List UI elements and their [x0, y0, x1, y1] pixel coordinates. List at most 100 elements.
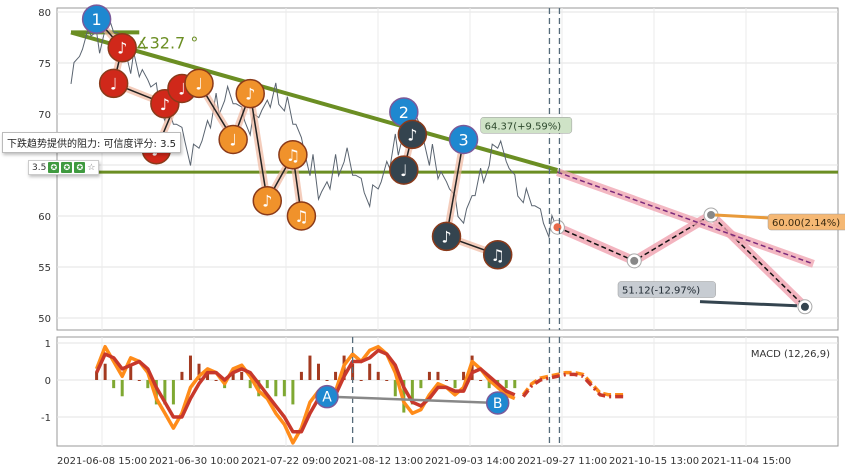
rating-half-star-icon: ☆ — [87, 162, 96, 173]
forecast-lower-label: 51.12(-12.97%) — [617, 281, 716, 298]
macd-histogram-bar — [240, 371, 244, 380]
angle-label: ∡32.7 ° — [135, 33, 198, 52]
forecast-lower-label-text: 51.12(-12.97%) — [622, 286, 700, 297]
wave-note-badge: ♫ — [286, 201, 317, 231]
macd-tick-label: 1 — [45, 339, 51, 350]
x-tick-label: 2021-11-04 15:00 — [701, 456, 791, 467]
macd-histogram-bar — [137, 380, 141, 381]
macd-histogram-bar — [265, 380, 269, 389]
macd-marker-circle — [485, 391, 510, 415]
forecast-point — [707, 210, 716, 219]
macd-tick-label: 0 — [45, 376, 51, 387]
wave-note-badge: ♫ — [278, 140, 308, 170]
wave-number-badge: 1 — [81, 4, 112, 34]
wave-note-badge: ♪ — [107, 32, 137, 63]
middle-label-pointer — [714, 213, 771, 220]
wave-badge-circle — [235, 78, 265, 109]
forecast-middle-label-text: 60.00(2.14%) — [772, 218, 840, 229]
wave-note-badge: ♫ — [482, 240, 513, 270]
macd-histogram-bar — [513, 380, 517, 389]
wave-badge-label: ♩ — [178, 80, 186, 99]
macd-histogram-bar — [316, 363, 320, 380]
wave-note-badge: ♪ — [397, 119, 428, 150]
forecast-point — [553, 223, 562, 232]
wave-note-badge: ♪ — [252, 185, 283, 216]
wave-badge-circle — [431, 221, 462, 252]
forecast-path — [557, 214, 806, 308]
macd-histogram-bar — [248, 380, 252, 389]
macd-histogram-bar — [419, 380, 423, 389]
macd-histogram-bar — [325, 380, 329, 381]
forecast-point — [800, 302, 809, 311]
wave-badge-circle — [278, 140, 308, 170]
macd-histogram-bar — [376, 371, 380, 380]
macd-histogram-bar — [171, 380, 175, 405]
wave-badge-label: ♪ — [407, 125, 417, 144]
macd-histogram-bar — [146, 380, 150, 389]
wave-badge-label: ♫ — [491, 246, 505, 265]
wave-badge-circle — [107, 32, 137, 63]
x-tick-label: 2021-09-27 11:00 — [517, 456, 607, 467]
rating-star-icon: ✪ — [74, 162, 86, 173]
macd-histogram-bar — [445, 380, 448, 381]
forecast-middle-label: 60.00(2.14%) — [767, 213, 845, 231]
macd-histogram-bar — [470, 355, 474, 380]
macd-marker-badge: B — [485, 391, 510, 415]
wave-badge-label: ♪ — [441, 227, 451, 246]
macd-histogram-bar — [112, 380, 116, 389]
wave-badge-circle — [184, 68, 214, 99]
macd-forecast-fast — [521, 370, 626, 397]
macd-marker-label: B — [493, 396, 503, 412]
price-tick-label: 55 — [38, 263, 51, 274]
wave-badge-label: 2 — [399, 103, 409, 122]
macd-histogram-bar — [410, 380, 414, 405]
macd-histogram-bar — [206, 371, 210, 380]
macd-histogram-bar — [188, 355, 192, 380]
macd-histogram-bar — [95, 371, 99, 380]
rating-star-icon: ✪ — [48, 162, 60, 173]
x-tick-label: 2021-08-12 13:00 — [333, 456, 423, 467]
resistance-tooltip-text: 下跌趋势提供的阻力: 可信度评分: 3.5 — [7, 139, 176, 150]
macd-histogram-bar — [462, 371, 466, 380]
macd-slow-line — [95, 348, 516, 434]
wave-badge-label: ♪ — [117, 39, 127, 58]
price-line — [70, 13, 561, 239]
wave-badge-circle — [389, 155, 419, 185]
macd-histogram-bar — [308, 355, 312, 380]
x-tick-label: 2021-07-22 09:00 — [241, 456, 331, 467]
x-tick-label: 2021-09-03 14:00 — [425, 456, 515, 467]
forecast-upper-label-box — [480, 117, 573, 134]
wave-note-badge: ♪ — [235, 78, 265, 109]
price-panel-frame — [56, 7, 839, 331]
macd-histogram-bar — [231, 371, 235, 380]
forecast-lower-label-box — [617, 281, 716, 298]
wave-segment — [445, 139, 465, 237]
wave-badge-circle — [252, 185, 283, 216]
wave-badge-circle — [448, 124, 479, 155]
macd-title: MACD (12,26,9) — [751, 349, 830, 360]
wave-badge-circle — [98, 68, 129, 99]
macd-histogram-bar — [197, 363, 201, 380]
wave-segment — [249, 93, 269, 201]
rating-star-icon: ✪ — [61, 162, 73, 173]
confidence-rating: 3.5 ✪ ✪ ✪ ☆ — [28, 160, 100, 175]
macd-histogram-bar — [427, 371, 431, 380]
wave-badge-circle — [482, 240, 513, 270]
macd-marker-label: A — [322, 390, 332, 406]
wave-note-badge: ♩ — [98, 68, 129, 99]
wave-note-badge: ♪ — [431, 221, 462, 252]
wave-badge-circle — [218, 124, 248, 155]
rating-value: 3.5 — [32, 162, 47, 173]
wave-badge-label: ♩ — [400, 161, 408, 180]
wave-badge-label: ♩ — [195, 74, 203, 93]
macd-histogram-bar — [453, 380, 457, 389]
macd-histogram-bar — [120, 380, 124, 397]
x-tick-label: 2021-10-15 13:00 — [609, 456, 699, 467]
macd-histogram-bar — [504, 380, 508, 389]
wave-badge-label: ♫ — [286, 146, 300, 165]
forecast-upper-label-text: 64.37(+9.59%) — [485, 121, 562, 132]
macd-histogram-bar — [180, 371, 184, 380]
wave-note-badge: ♩ — [218, 124, 248, 155]
